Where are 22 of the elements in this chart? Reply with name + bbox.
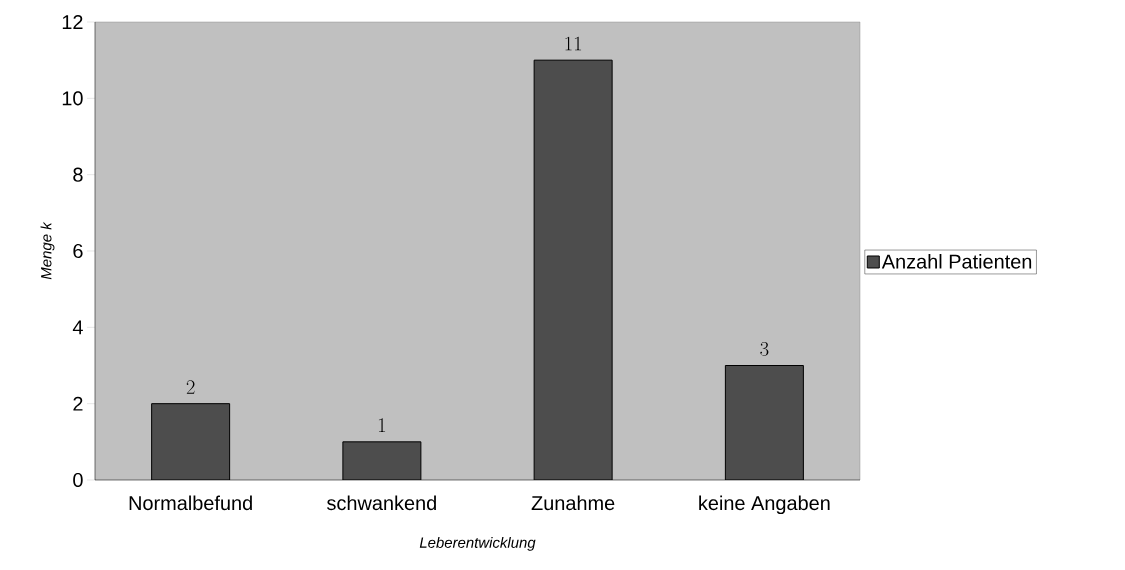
y-tick-label: 2 xyxy=(73,396,83,411)
y-tick-label: 0 xyxy=(73,472,83,488)
bar xyxy=(151,403,231,480)
y-tick-label: 12 xyxy=(62,15,83,29)
data-label: 1 xyxy=(378,418,386,433)
data-label: 2 xyxy=(186,380,195,394)
bar xyxy=(533,59,613,480)
y-tick-label: 4 xyxy=(72,320,83,335)
x-tick-label: schwankend xyxy=(327,495,436,511)
y-tick-label: 10 xyxy=(62,91,83,106)
x-axis-title: Leberentwicklung xyxy=(419,536,536,551)
legend-label: Anzahl Patienten xyxy=(881,254,1032,269)
y-tick-label: 8 xyxy=(73,167,83,182)
y-tick-label: 6 xyxy=(73,243,83,259)
x-tick-label: keine Angaben xyxy=(699,495,830,515)
y-axis-title: Menge k xyxy=(40,221,55,280)
bar xyxy=(342,441,422,480)
x-tick-label: Normalbefund xyxy=(129,495,252,511)
data-label: 3 xyxy=(760,342,769,357)
x-tick-label: Zunahme xyxy=(531,495,615,511)
bar xyxy=(724,365,804,480)
data-label: 11 xyxy=(565,36,582,51)
